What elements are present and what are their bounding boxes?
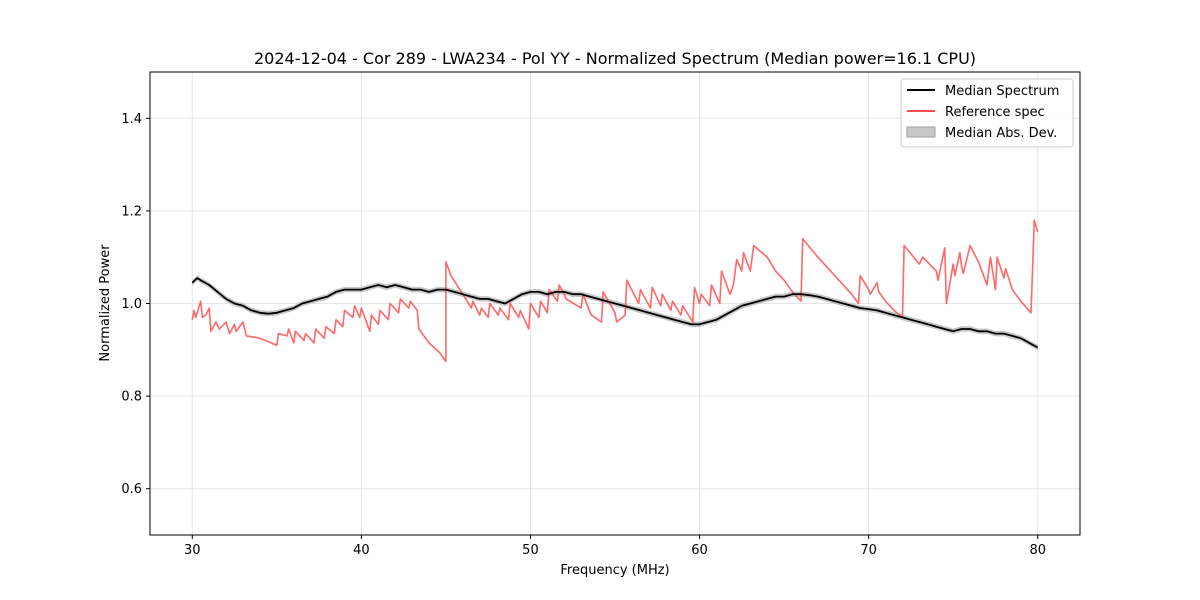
- legend-label-reference: Reference spec: [945, 105, 1045, 120]
- legend-box: [900, 78, 1074, 148]
- legend: Median Spectrum Reference spec Median Ab…: [900, 78, 1074, 148]
- x-tick-label: 40: [353, 543, 370, 558]
- legend-label-mad: Median Abs. Dev.: [945, 126, 1057, 141]
- x-tick-label: 30: [184, 543, 201, 558]
- y-tick-label: 0.6: [121, 482, 142, 497]
- y-axis-ticks: 0.6 0.8 1.0 1.2 1.4: [121, 112, 150, 497]
- x-axis-ticks: 30 40 50 60 70 80: [184, 535, 1046, 558]
- x-tick-label: 70: [860, 543, 877, 558]
- series-reference-spec: [191, 219, 1039, 363]
- series-layer: [191, 219, 1039, 363]
- y-tick-label: 1.2: [121, 204, 142, 219]
- x-tick-label: 80: [1029, 543, 1046, 558]
- series-median-spectrum: [191, 277, 1039, 349]
- x-tick-label: 50: [522, 543, 539, 558]
- legend-label-median: Median Spectrum: [945, 84, 1059, 99]
- x-axis-label: Frequency (MHz): [560, 563, 669, 578]
- y-tick-label: 1.4: [121, 112, 142, 127]
- x-tick-label: 60: [691, 543, 708, 558]
- y-tick-label: 1.0: [121, 297, 142, 312]
- legend-swatch-mad: [906, 126, 936, 138]
- y-tick-label: 0.8: [121, 390, 142, 405]
- chart-title: 2024-12-04 - Cor 289 - LWA234 - Pol YY -…: [254, 49, 976, 68]
- y-axis-label: Normalized Power: [98, 244, 113, 362]
